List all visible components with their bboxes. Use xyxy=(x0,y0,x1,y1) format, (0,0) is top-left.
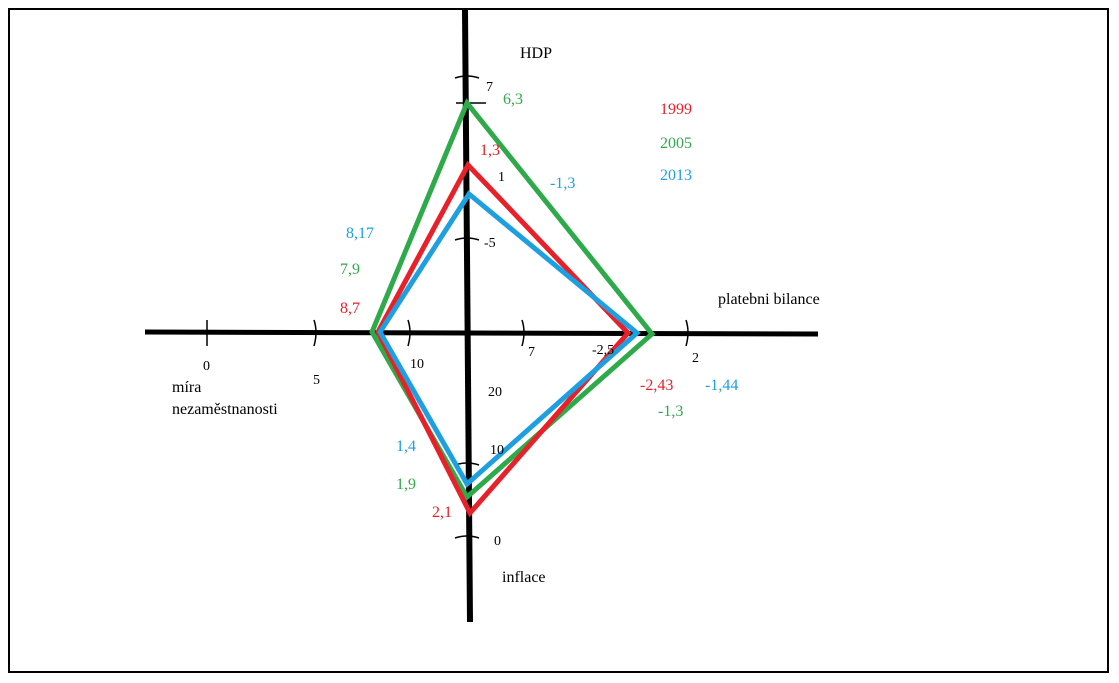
inflace-tick-label: 10 xyxy=(490,443,504,458)
platebni-tick-label: 7 xyxy=(528,345,535,360)
value-label-platebni-1999: -2,43 xyxy=(640,377,673,394)
value-label-inflace-1999: 2,1 xyxy=(432,504,452,521)
series-1999 xyxy=(375,160,632,518)
horizontal-axis xyxy=(144,329,819,337)
value-label-inflace-2005: 1,9 xyxy=(396,476,416,493)
value-label-mira-2005: 7,9 xyxy=(340,261,360,278)
value-label-mira-2013: 8,17 xyxy=(346,225,374,242)
inflace-tick-label: 20 xyxy=(488,385,502,400)
platebni-tick-label: 2 xyxy=(692,351,699,366)
platebni-tick-label: -2,5 xyxy=(592,343,614,358)
value-label-hdp-2013: -1,3 xyxy=(550,175,575,192)
axis-title-mira: míra xyxy=(172,379,201,396)
axis-title-platebni-bilance: platebni bilance xyxy=(718,291,820,308)
series-2013 xyxy=(377,190,641,488)
diagram-frame xyxy=(8,8,1109,673)
mira-tick-label: 0 xyxy=(203,359,210,374)
legend-1999: 1999 xyxy=(660,101,692,118)
inflace-tick-label: 0 xyxy=(494,534,501,549)
hdp-tick-label: 7 xyxy=(486,80,493,95)
value-label-hdp-2005: 6,3 xyxy=(503,91,523,108)
axis-title-inflace: inflace xyxy=(502,569,546,586)
axis-title-hdp: HDP xyxy=(520,45,552,62)
axis-title-nezamestnanosti: nezaměstnanosti xyxy=(172,401,278,418)
value-label-mira-1999: 8,7 xyxy=(340,300,360,317)
value-label-hdp-1999: 1,3 xyxy=(480,142,500,159)
value-label-inflace-2013: 1,4 xyxy=(396,438,416,455)
value-label-platebni-2005: -1,3 xyxy=(658,403,683,420)
value-label-platebni-2013: -1,44 xyxy=(705,377,738,394)
series-2005 xyxy=(369,98,656,501)
legend-2005: 2005 xyxy=(660,135,692,152)
hdp-tick-label: 1 xyxy=(498,170,505,185)
mira-tick-label: 5 xyxy=(313,373,320,388)
mira-tick-label: 10 xyxy=(410,357,424,372)
legend-2013: 2013 xyxy=(660,167,692,184)
hdp-tick-label: -5 xyxy=(484,236,496,251)
